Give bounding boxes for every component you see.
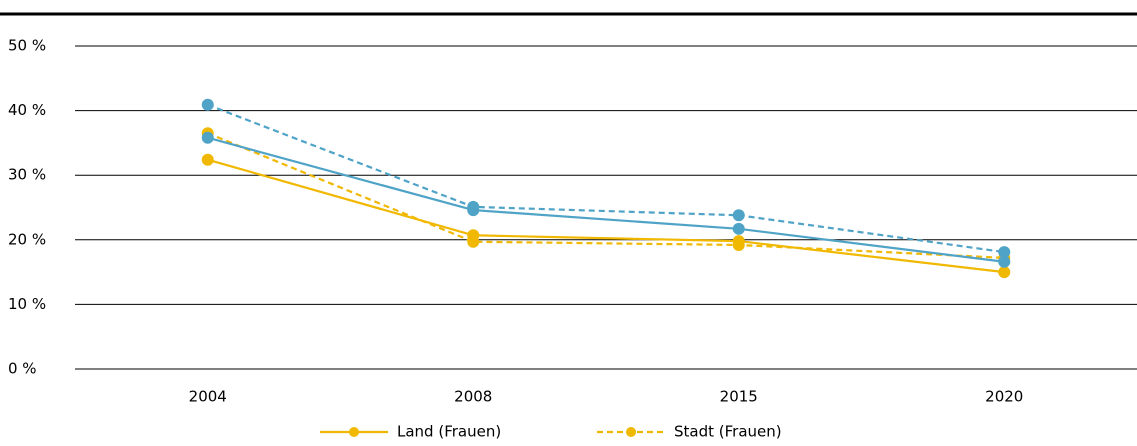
legend-label: Stadt (Frauen): [674, 423, 782, 441]
point: [201, 131, 214, 144]
point: [732, 222, 745, 235]
x-tick-label: 2004: [189, 388, 227, 406]
y-tick-label: 0 %: [8, 360, 37, 378]
point: [201, 98, 214, 111]
point: [998, 255, 1011, 268]
series-line: [207, 103, 1005, 254]
series-line: [207, 136, 1005, 263]
y-tick-label: 30 %: [8, 166, 46, 184]
series-line: [207, 132, 1005, 259]
y-tick-label: 10 %: [8, 295, 46, 313]
x-tick-label: 2008: [454, 388, 492, 406]
point: [467, 200, 480, 213]
y-tick-label: 50 %: [8, 37, 46, 55]
point: [998, 246, 1011, 259]
y-tick-label: 40 %: [8, 101, 46, 119]
series-line: [207, 158, 1005, 274]
point: [998, 266, 1011, 279]
legend-marker: [626, 427, 636, 437]
x-tick-label: 2020: [985, 388, 1023, 406]
point: [467, 235, 480, 248]
point: [201, 153, 214, 166]
point: [732, 209, 745, 222]
legend-marker: [349, 427, 359, 437]
legend-label: Land (Frauen): [397, 423, 501, 441]
y-tick-label: 20 %: [8, 230, 46, 248]
x-tick-label: 2015: [720, 388, 758, 406]
point: [732, 238, 745, 251]
